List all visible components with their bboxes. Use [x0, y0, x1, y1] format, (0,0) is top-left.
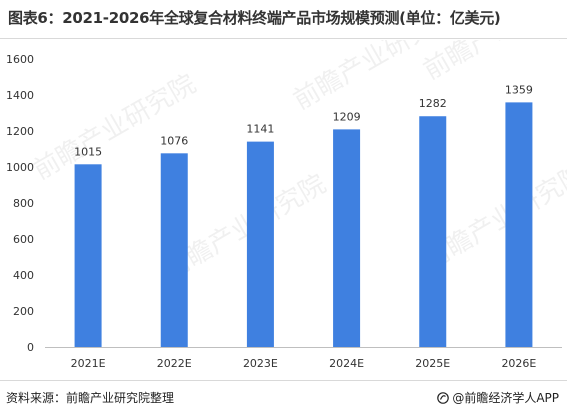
bar-value-label: 1015 [74, 145, 102, 158]
bar [333, 129, 361, 347]
value-labels-group: 1015 1076 1141 1209 1282 1359 [74, 83, 533, 158]
y-tick-label: 1400 [6, 89, 34, 102]
x-tick-label: 2023E [243, 357, 278, 370]
bar [419, 116, 447, 348]
y-tick-label: 600 [13, 233, 34, 246]
bar-value-label: 1209 [333, 110, 361, 123]
brand-logo-icon [437, 391, 450, 404]
x-axis: 2021E 2022E 2023E 2024E 2025E 2026E [71, 357, 537, 370]
bar [246, 141, 274, 347]
title-divider [0, 38, 567, 39]
y-axis: 0 200 400 600 800 1000 1200 1400 1600 [6, 53, 34, 354]
x-tick-label: 2022E [157, 357, 192, 370]
source-note: 资料来源：前瞻产业研究院整理 [6, 391, 175, 405]
bar-value-label: 1141 [246, 123, 274, 136]
bar-value-label: 1359 [505, 83, 533, 96]
watermark-text: 前瞻产业研究院 [419, 40, 567, 86]
y-tick-label: 400 [13, 269, 34, 282]
bar-chart: 前瞻产业研究院前瞻产业研究院前瞻产业研究院前瞻产业研究院前瞻产业研究院 0 200… [6, 40, 567, 370]
x-tick-label: 2021E [71, 357, 106, 370]
chart-title: 图表6：2021-2026年全球复合材料终端产品市场规模预测(单位：亿美元) [8, 9, 501, 27]
bar-value-label: 1282 [419, 97, 447, 110]
bar [74, 164, 102, 347]
brand-credit: @前瞻经济学人APP [437, 389, 559, 406]
y-tick-label: 1600 [6, 53, 34, 66]
brand-text: @前瞻经济学人APP [452, 391, 559, 405]
footer-divider [0, 380, 567, 381]
y-tick-label: 1200 [6, 125, 34, 138]
x-tick-label: 2024E [329, 357, 364, 370]
bar-value-label: 1076 [160, 134, 188, 147]
y-tick-label: 800 [13, 197, 34, 210]
y-tick-label: 1000 [6, 161, 34, 174]
watermark-layer: 前瞻产业研究院前瞻产业研究院前瞻产业研究院前瞻产业研究院前瞻产业研究院 [29, 40, 567, 286]
y-tick-label: 0 [27, 341, 34, 354]
bar [160, 153, 188, 347]
x-tick-label: 2026E [501, 357, 536, 370]
x-tick-label: 2025E [415, 357, 450, 370]
bar [505, 102, 533, 347]
y-tick-label: 200 [13, 305, 34, 318]
bars-group [74, 102, 533, 348]
